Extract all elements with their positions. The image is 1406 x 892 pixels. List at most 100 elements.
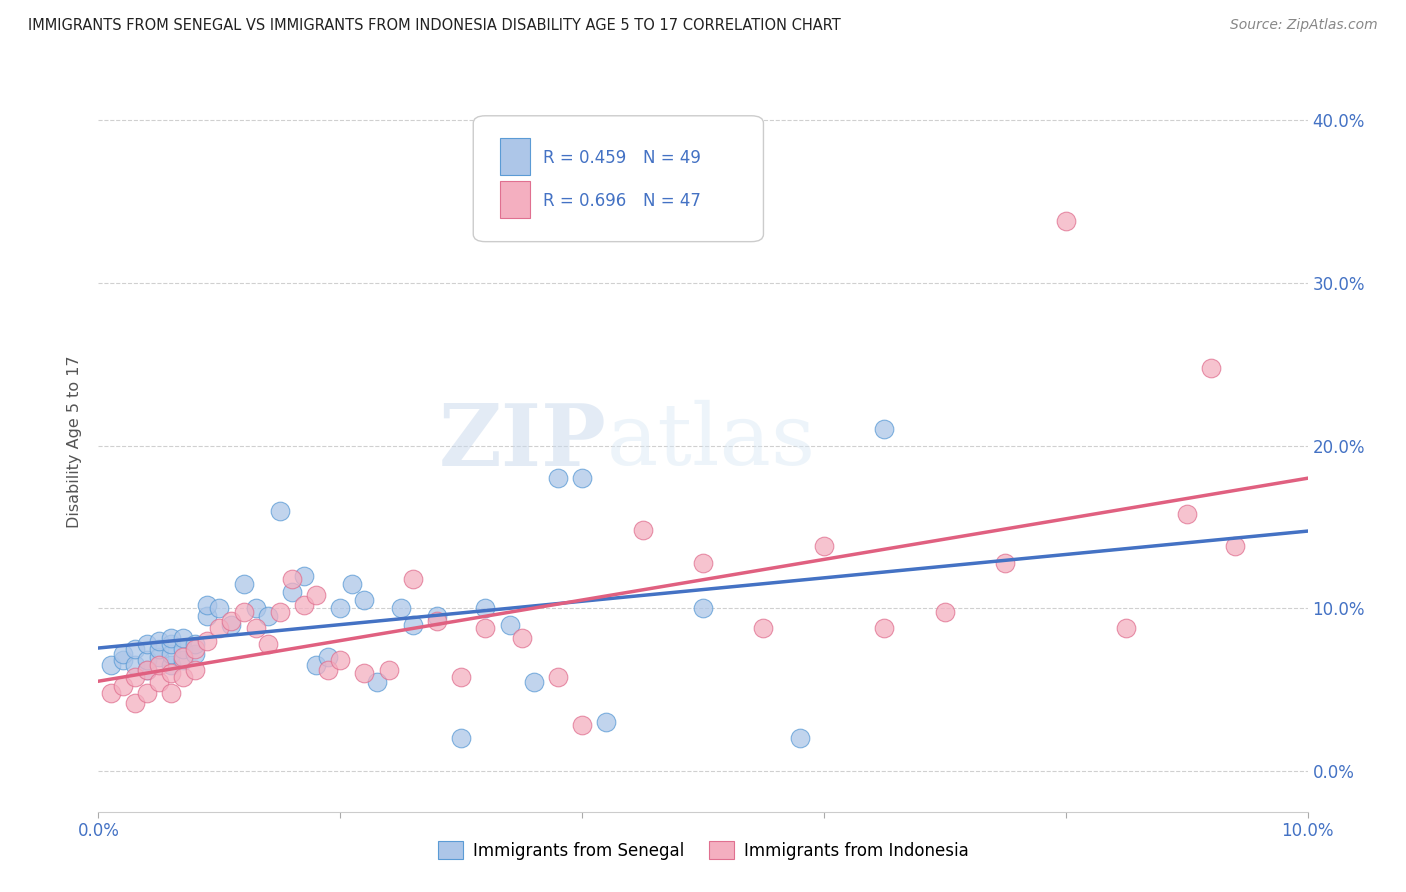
Point (221, 615, 243, 629)
Point (232, 577, 254, 591)
Point (124, 642, 146, 657)
Point (172, 631, 194, 645)
Point (172, 653, 194, 667)
Point (172, 670, 194, 684)
Point (450, 670, 472, 684)
Point (342, 577, 364, 591)
Point (426, 609, 449, 624)
Point (292, 598, 315, 612)
Point (160, 658, 183, 673)
Text: R = 0.459: R = 0.459 (543, 149, 627, 167)
Point (221, 617, 243, 632)
Point (148, 650, 170, 665)
Point (232, 605, 254, 619)
Point (135, 653, 157, 667)
Point (595, 715, 617, 730)
Point (329, 601, 352, 615)
Point (208, 621, 231, 635)
Point (305, 588, 328, 602)
Point (124, 658, 146, 673)
Point (160, 631, 183, 645)
Point (135, 686, 157, 700)
Point (692, 556, 714, 570)
Point (160, 637, 183, 651)
Point (377, 663, 399, 677)
Text: R = 0.696: R = 0.696 (543, 192, 627, 210)
Point (148, 633, 170, 648)
Point (813, 540, 835, 554)
Point (752, 621, 775, 635)
Point (160, 686, 183, 700)
Point (426, 615, 449, 629)
Point (450, 731, 472, 746)
Point (366, 674, 388, 689)
Point (172, 642, 194, 657)
Point (1115, 621, 1137, 635)
Legend: Immigrants from Senegal, Immigrants from Indonesia: Immigrants from Senegal, Immigrants from… (430, 835, 976, 866)
Point (124, 696, 146, 710)
FancyBboxPatch shape (501, 181, 530, 218)
Point (111, 680, 134, 694)
Point (498, 617, 520, 632)
Point (111, 647, 134, 661)
Point (245, 621, 267, 635)
Point (389, 601, 412, 615)
Point (1175, 507, 1198, 521)
Point (195, 633, 218, 648)
Point (474, 601, 496, 615)
Point (148, 658, 170, 673)
Point (631, 523, 654, 537)
Point (245, 601, 267, 615)
Point (256, 637, 278, 651)
Point (256, 609, 278, 624)
Point (547, 670, 569, 684)
Point (571, 471, 593, 485)
Point (195, 598, 218, 612)
Point (353, 666, 375, 681)
Point (100, 658, 122, 673)
Text: N = 49: N = 49 (643, 149, 700, 167)
Point (402, 572, 425, 586)
Text: IMMIGRANTS FROM SENEGAL VS IMMIGRANTS FROM INDONESIA DISABILITY AGE 5 TO 17 CORR: IMMIGRANTS FROM SENEGAL VS IMMIGRANTS FR… (28, 18, 841, 33)
Point (329, 653, 352, 667)
Text: ZIP: ZIP (439, 400, 606, 483)
Point (1199, 360, 1222, 375)
Point (692, 601, 714, 615)
Text: Source: ZipAtlas.com: Source: ZipAtlas.com (1230, 18, 1378, 32)
Point (474, 621, 496, 635)
Point (873, 422, 896, 436)
Point (148, 674, 170, 689)
Point (316, 663, 339, 677)
Point (281, 585, 304, 599)
Point (934, 605, 956, 619)
Point (135, 663, 157, 677)
Point (111, 653, 134, 667)
Point (184, 663, 207, 677)
Point (402, 617, 425, 632)
Point (292, 568, 315, 582)
Text: atlas: atlas (606, 400, 815, 483)
Text: N = 47: N = 47 (643, 192, 700, 210)
FancyBboxPatch shape (501, 138, 530, 175)
Point (135, 637, 157, 651)
Point (1223, 540, 1246, 554)
Point (148, 642, 170, 657)
Point (353, 593, 375, 607)
Point (100, 686, 122, 700)
Point (305, 658, 328, 673)
Point (994, 556, 1017, 570)
Point (195, 609, 218, 624)
Point (547, 471, 569, 485)
Point (184, 642, 207, 657)
Point (281, 572, 304, 586)
Point (160, 666, 183, 681)
Point (789, 731, 811, 746)
Y-axis label: Disability Age 5 to 17: Disability Age 5 to 17 (67, 355, 83, 528)
Point (269, 504, 291, 518)
Point (124, 670, 146, 684)
Point (172, 650, 194, 665)
Point (1054, 214, 1077, 228)
Point (184, 647, 207, 661)
Point (135, 663, 157, 677)
Point (160, 647, 183, 661)
